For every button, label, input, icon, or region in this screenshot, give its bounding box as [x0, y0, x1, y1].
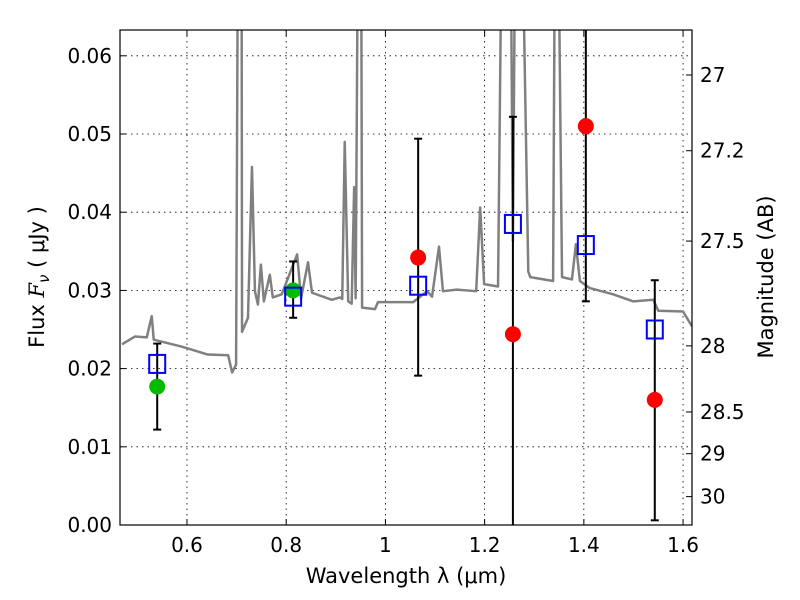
model-square: [503, 213, 522, 234]
x-tick-label: 0.8: [270, 533, 302, 557]
model-square: [409, 275, 428, 296]
spectrum-line: [121, 30, 692, 374]
y-tick-label: 0.04: [67, 200, 112, 224]
model-square: [284, 286, 303, 307]
y-label-prefix: Flux: [25, 298, 49, 348]
y-tick-label: 0.03: [67, 278, 112, 302]
ticks: 0.6 0.8 1 1.2 1.4 1.6 0.00 0.01 0.02 0.03 0.04 0.05…: [67, 30, 745, 557]
points-layer: [148, 30, 664, 525]
y-tick-label: 0.06: [67, 44, 112, 68]
data-point: [149, 378, 166, 395]
y-tick-label: 0.01: [67, 435, 112, 459]
y-tick-label: 0.00: [67, 513, 112, 537]
y2-tick-label: 29: [700, 442, 725, 466]
x-tick-label: 1.6: [667, 533, 699, 557]
y-label-sub: ν: [35, 275, 53, 283]
spectrum-layer: [121, 30, 692, 374]
y2-tick-label: 28.5: [700, 400, 745, 424]
y-label-suffix: ( μJy ): [25, 206, 49, 274]
y2-tick-label: 30: [700, 485, 725, 509]
x-tick-label: 1.4: [568, 533, 600, 557]
y-tick-label: 0.05: [67, 122, 112, 146]
y-tick-label: 0.02: [67, 357, 112, 381]
x-tick-label: 0.6: [171, 533, 203, 557]
data-point: [410, 249, 427, 266]
x-tick-label: 1: [379, 533, 392, 557]
model-square: [576, 235, 595, 256]
y2-tick-label: 27.5: [700, 229, 745, 253]
x-axis-label: Wavelength λ (μm): [306, 564, 507, 588]
data-point: [285, 282, 302, 299]
data-point: [504, 326, 521, 343]
y2-axis-label: Magnitude (AB): [754, 195, 778, 358]
plot-frame: [119, 29, 693, 526]
y2-tick-label: 27.2: [700, 139, 745, 163]
y2-tick-label: 27: [700, 63, 725, 87]
data-point: [646, 391, 663, 408]
x-tick-label: 1.2: [469, 533, 501, 557]
y-label-symbol: F: [25, 282, 49, 299]
y-axis-label: Flux Fν ( μJy ): [25, 206, 53, 348]
model-square: [645, 319, 664, 340]
data-point: [577, 118, 594, 135]
y2-tick-label: 28: [700, 334, 725, 358]
model-square: [148, 353, 167, 374]
